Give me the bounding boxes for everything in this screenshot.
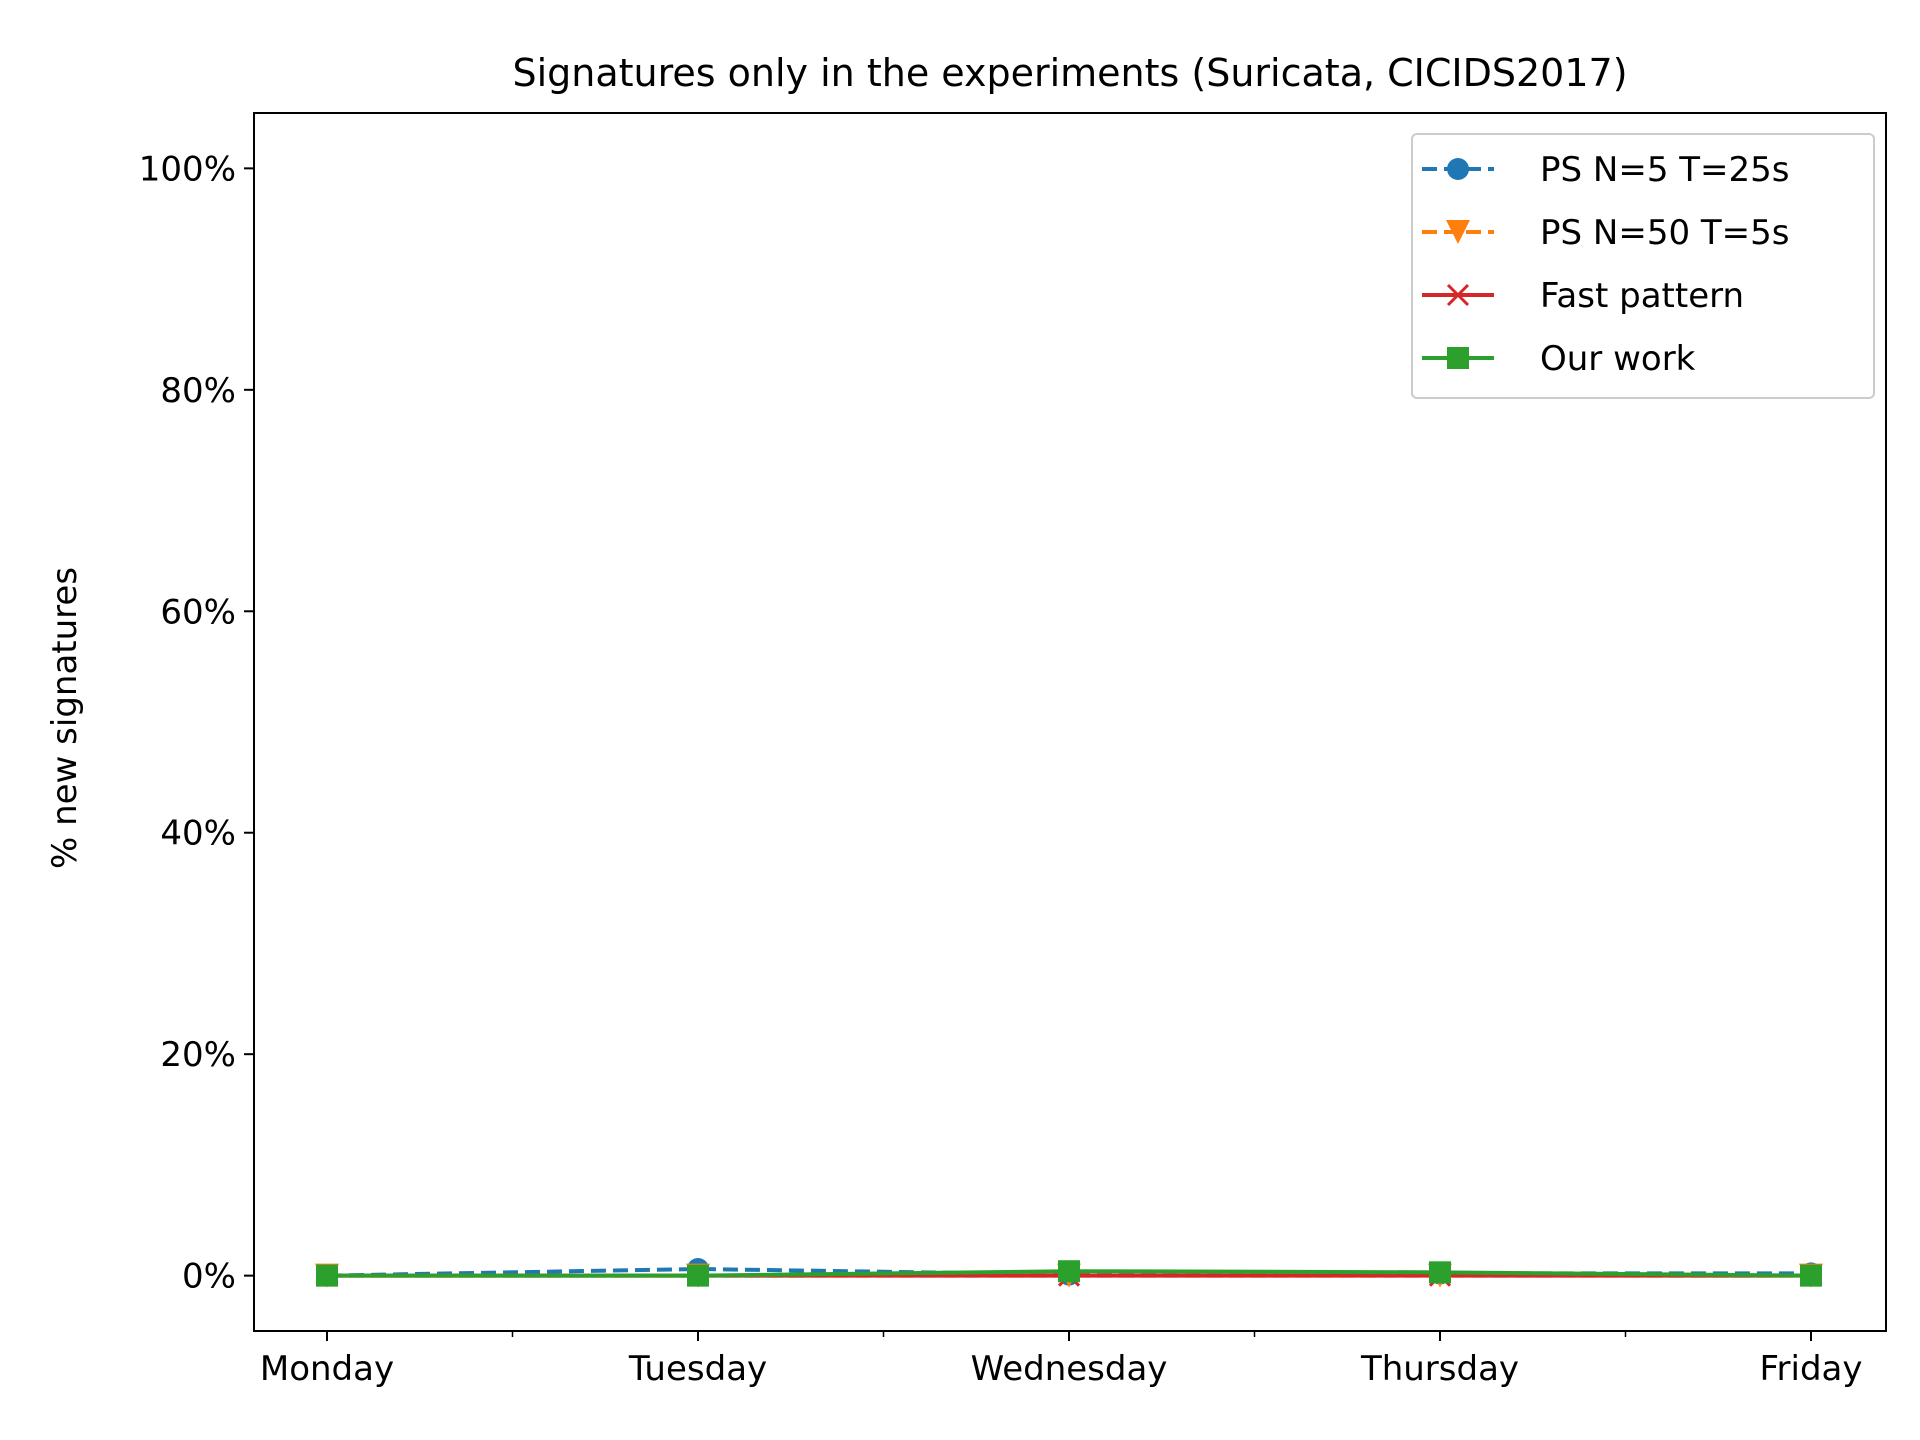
- series-point: [1800, 1264, 1822, 1287]
- x-tick-label: Monday: [260, 1349, 394, 1389]
- legend: PS N=5 T=25s PS N=50 T=5s Fast pattern Our …: [1411, 133, 1875, 399]
- y-tick-label: 20%: [160, 1035, 236, 1075]
- legend-label: PS N=5 T=25s: [1540, 150, 1790, 190]
- y-tick-label: 60%: [160, 592, 236, 632]
- series-point: [316, 1264, 338, 1287]
- y-tick-label: 40%: [160, 814, 236, 854]
- legend-marker: [1447, 158, 1469, 180]
- legend-box: [1411, 133, 1875, 399]
- x-tick-label: Wednesday: [971, 1349, 1168, 1389]
- legend-marker: [1446, 283, 1470, 307]
- series-point: [1058, 1260, 1080, 1283]
- plot-frame: [253, 112, 1887, 1332]
- x-tick-label: Friday: [1759, 1349, 1862, 1389]
- y-axis-label: % new signatures: [45, 567, 85, 869]
- legend-marker: [1447, 347, 1469, 369]
- y-tick-label: 100%: [139, 149, 236, 189]
- y-tick-label: 0%: [182, 1257, 236, 1297]
- legend-label: PS N=50 T=5s: [1540, 213, 1790, 253]
- series-point: [1429, 1261, 1451, 1284]
- legend-marker: [1446, 220, 1470, 244]
- series-point: [687, 1264, 709, 1287]
- y-tick-label: 80%: [160, 371, 236, 411]
- x-tick-label: Tuesday: [628, 1349, 767, 1389]
- legend-label: Our work: [1540, 339, 1696, 379]
- x-tick-label: Thursday: [1360, 1349, 1519, 1389]
- legend-label: Fast pattern: [1540, 276, 1744, 316]
- chart-title: Signatures only in the experiments (Suri…: [512, 51, 1627, 95]
